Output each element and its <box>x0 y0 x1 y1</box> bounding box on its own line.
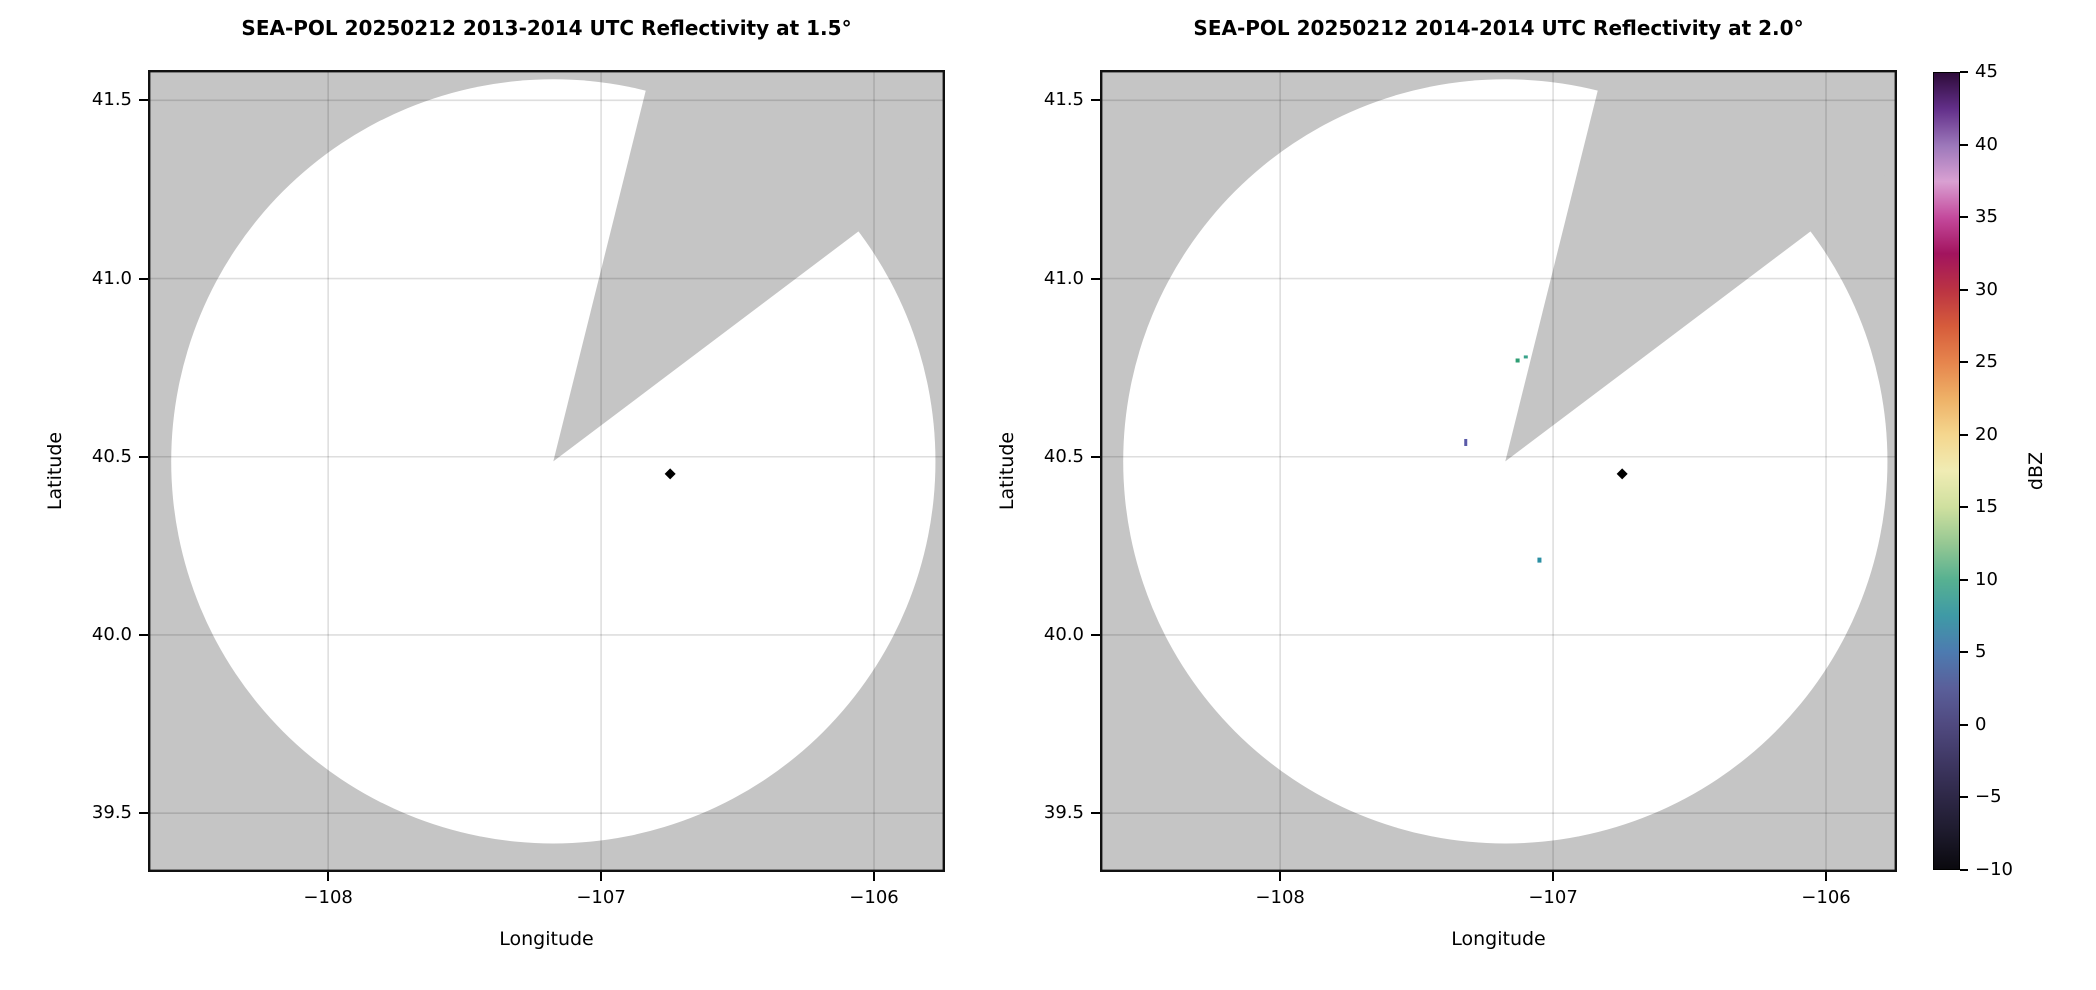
y-tick-label: 40.5 <box>91 445 132 467</box>
reflectivity-echo <box>1537 557 1542 563</box>
reflectivity-echo <box>1515 358 1520 363</box>
x-tick-label: −106 <box>1801 887 1851 908</box>
colorbar-tick-mark <box>1960 71 1968 73</box>
colorbar-tick-label: 25 <box>1975 351 1998 373</box>
y-tick-label: 41.0 <box>91 267 132 289</box>
colorbar <box>1933 72 1960 870</box>
y-tick-label: 41.5 <box>1043 89 1084 111</box>
colorbar-tick-mark <box>1960 143 1968 146</box>
x-tick-label: −108 <box>303 887 353 908</box>
x-tick-mark <box>600 872 603 881</box>
y-tick-mark <box>139 455 148 458</box>
x-tick-label: −107 <box>1528 887 1578 908</box>
colorbar-tick-mark <box>1960 506 1968 509</box>
y-tick-label: 39.5 <box>1043 802 1084 824</box>
colorbar-tick-mark <box>1960 433 1968 436</box>
colorbar-tick-label: 30 <box>1975 278 1998 300</box>
colorbar-tick-label: 45 <box>1975 61 1998 82</box>
y-tick-label: 39.5 <box>91 802 132 824</box>
colorbar-tick-mark <box>1960 578 1968 581</box>
colorbar-tick-label: 10 <box>1975 568 1998 590</box>
colorbar-tick-mark <box>1960 288 1968 291</box>
colorbar-tick-mark <box>1960 651 1968 654</box>
y-tick-label: 41.5 <box>91 89 132 111</box>
site-marker-diamond <box>1616 468 1628 480</box>
y-tick-mark <box>1091 99 1100 102</box>
x-tick-label: −106 <box>849 887 899 908</box>
x-tick-label: −107 <box>576 887 626 908</box>
y-tick-mark <box>139 99 148 102</box>
x-tick-mark <box>873 872 876 881</box>
colorbar-tick-mark <box>1960 216 1968 219</box>
y-tick-mark <box>1091 455 1100 458</box>
blocked-sector-wedge <box>1505 70 1897 462</box>
y-tick-mark <box>1091 277 1100 280</box>
y-tick-label: 40.5 <box>1043 445 1084 467</box>
colorbar-tick-label: 20 <box>1975 423 1998 445</box>
colorbar-tick-label: 35 <box>1975 206 1998 228</box>
x-tick-mark <box>1552 872 1555 881</box>
panel-title-right: SEA-POL 20250212 2014-2014 UTC Reflectiv… <box>1193 16 1804 40</box>
axes-spine <box>148 70 945 872</box>
y-tick-mark <box>139 277 148 280</box>
x-tick-label: −108 <box>1255 887 1305 908</box>
colorbar-tick-mark <box>1960 869 1968 871</box>
colorbar-tick-label: 40 <box>1975 133 1998 155</box>
x-tick-mark <box>1825 872 1828 881</box>
y-tick-mark <box>1091 812 1100 815</box>
reflectivity-echo <box>1523 355 1528 359</box>
colorbar-tick-mark <box>1960 796 1968 799</box>
colorbar-tick-label: −5 <box>1975 786 2002 808</box>
site-marker-diamond <box>664 468 676 480</box>
ppi-plot-left <box>148 70 945 872</box>
y-axis-label-right: Latitude <box>996 431 1018 511</box>
x-axis-label-right: Longitude <box>1451 928 1546 950</box>
x-tick-mark <box>1279 872 1282 881</box>
colorbar-tick-mark <box>1960 723 1968 726</box>
colorbar-tick-label: 0 <box>1975 713 1987 735</box>
axes-spine <box>1100 70 1897 872</box>
y-tick-mark <box>139 633 148 636</box>
y-tick-label: 40.0 <box>91 623 132 645</box>
colorbar-tick-label: −10 <box>1975 859 2013 880</box>
y-axis-label-left: Latitude <box>44 431 66 511</box>
colorbar-label: dBZ <box>2025 451 2047 491</box>
colorbar-tick-label: 15 <box>1975 496 1998 518</box>
y-tick-label: 41.0 <box>1043 267 1084 289</box>
colorbar-tick-mark <box>1960 361 1968 364</box>
colorbar-tick-label: 5 <box>1975 641 1987 663</box>
ppi-plot-right <box>1100 70 1897 872</box>
y-tick-mark <box>139 812 148 815</box>
x-tick-mark <box>327 872 330 881</box>
panel-title-left: SEA-POL 20250212 2013-2014 UTC Reflectiv… <box>241 16 852 40</box>
x-axis-label-left: Longitude <box>499 928 594 950</box>
y-tick-label: 40.0 <box>1043 623 1084 645</box>
y-tick-mark <box>1091 633 1100 636</box>
blocked-sector-wedge <box>553 70 945 462</box>
reflectivity-echo <box>1464 438 1468 446</box>
